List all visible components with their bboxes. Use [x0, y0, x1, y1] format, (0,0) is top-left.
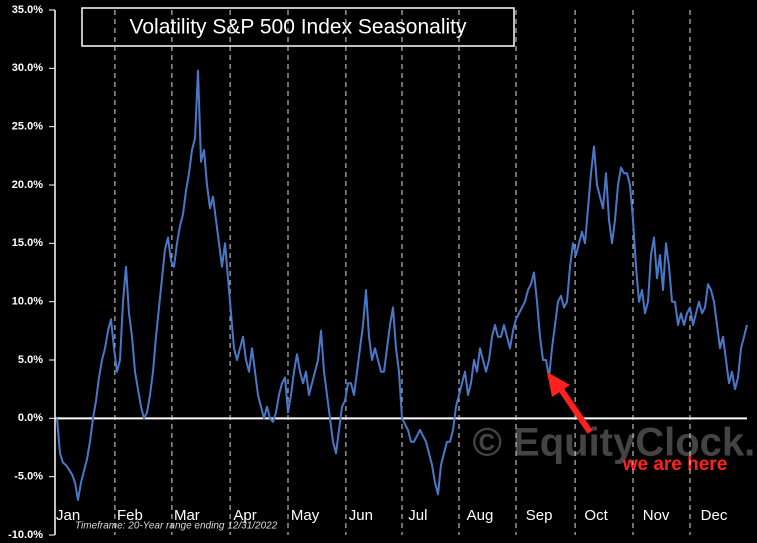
- x-tick-label: Oct: [584, 507, 608, 524]
- footnote: Timeframe: 20-Year range ending 12/31/20…: [75, 521, 278, 532]
- chart-title: Volatility S&P 500 Index Seasonality: [130, 16, 467, 39]
- x-tick-label: Aug: [467, 507, 494, 524]
- x-tick-label: Sep: [526, 507, 553, 524]
- x-tick-label: Jan: [56, 507, 80, 524]
- x-tick-label: Nov: [643, 507, 670, 524]
- y-tick-label: -10.0%: [8, 529, 43, 541]
- arrow-head: [547, 372, 570, 397]
- grid: -10.0% -5.0% 0.0% 5.0% 10.0% 15.0% 20.0% 25.0% 3…: [8, 4, 747, 541]
- y-tick-label: 10.0%: [12, 296, 43, 308]
- series-line: [56, 69, 748, 501]
- y-tick-label: 15.0%: [12, 237, 43, 249]
- y-tick-label: 25.0%: [12, 121, 43, 133]
- x-tick-label: Jul: [408, 507, 427, 524]
- title-box: [81, 7, 515, 47]
- annotation: we are here: [622, 454, 728, 475]
- x-tick-label: Jun: [349, 507, 373, 524]
- watermark: © EquityClock.com: [472, 421, 757, 465]
- x-tick-label: Mar: [174, 507, 200, 524]
- y-tick-label: 5.0%: [18, 354, 43, 366]
- x-tick-label: Feb: [117, 507, 143, 524]
- y-tick-label: 0.0%: [18, 412, 43, 424]
- plot: [56, 69, 748, 501]
- x-tick-label: Apr: [233, 507, 256, 524]
- y-tick-label: 30.0%: [12, 62, 43, 74]
- arrow-shaft: [555, 383, 593, 434]
- x-tick-label: Dec: [701, 507, 728, 524]
- y-tick-label: 20.0%: [12, 179, 43, 191]
- x-tick-label: May: [291, 507, 320, 524]
- y-tick-label: -5.0%: [14, 471, 43, 483]
- y-tick-label: 35.0%: [12, 4, 43, 16]
